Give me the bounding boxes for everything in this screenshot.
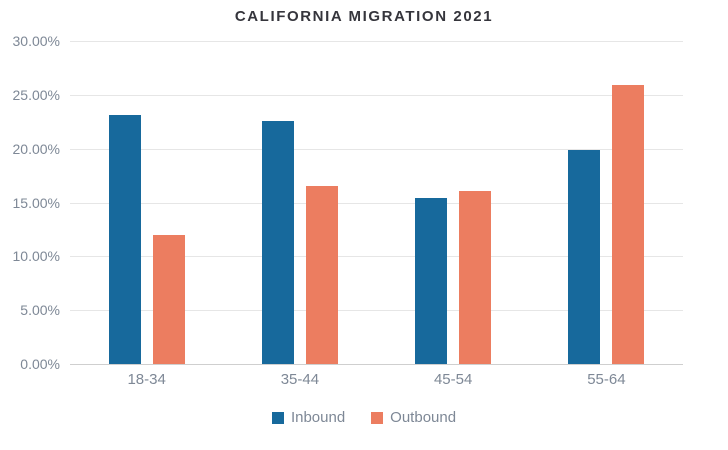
bars-layer (70, 41, 683, 364)
legend-swatch-outbound (371, 411, 384, 424)
bar-inbound-35-44 (261, 120, 294, 364)
y-axis-labels: 30.00% 25.00% 20.00% 15.00% 10.00% 5.00% 0.00% (0, 34, 60, 371)
legend-swatch-inbound (271, 411, 284, 424)
legend: Inbound Outbound (0, 409, 728, 426)
legend-item-outbound: Outbound (371, 409, 456, 426)
gridline (70, 310, 683, 312)
x-tick-label-45-54: 45-54 (433, 371, 473, 388)
plot-area (70, 41, 683, 365)
bar-group-35-44 (223, 41, 376, 364)
bar-outbound-18-34 (152, 234, 185, 364)
bar-group-45-54 (377, 41, 530, 364)
bar-outbound-45-54 (459, 190, 492, 364)
bar-group-18-34 (70, 41, 223, 364)
x-tick-label-18-34: 18-34 (127, 371, 166, 388)
x-axis-line (70, 364, 683, 365)
y-tick-label: 25.00% (12, 86, 60, 103)
y-tick-label: 20.00% (12, 140, 60, 157)
y-tick-label: 5.00% (20, 302, 60, 319)
gridline (70, 256, 683, 258)
gridline (70, 41, 683, 42)
y-tick-label: 15.00% (12, 194, 60, 211)
y-tick-label: 0.00% (20, 356, 60, 372)
gridline (70, 202, 683, 204)
legend-label-inbound: Inbound (290, 409, 346, 426)
y-tick-label: 30.00% (12, 33, 60, 49)
legend-item-inbound: Inbound (271, 409, 346, 426)
x-axis-labels: 18-34 35-44 45-54 55-64 (70, 371, 683, 388)
legend-label-outbound: Outbound (390, 409, 457, 426)
gridline (70, 94, 683, 96)
bar-group-55-64 (530, 41, 683, 364)
x-tick-label-35-44: 35-44 (280, 371, 320, 388)
y-tick-label: 10.00% (12, 248, 60, 265)
bar-outbound-35-44 (305, 186, 338, 364)
bar-inbound-18-34 (108, 115, 141, 364)
gridline (70, 148, 683, 150)
bar-inbound-45-54 (415, 198, 448, 364)
bar-inbound-55-64 (568, 149, 601, 364)
x-tick-label-55-64: 55-64 (587, 371, 626, 388)
chart-title: CALIFORNIA MIGRATION 2021 (234, 8, 494, 25)
bar-outbound-55-64 (612, 85, 645, 364)
